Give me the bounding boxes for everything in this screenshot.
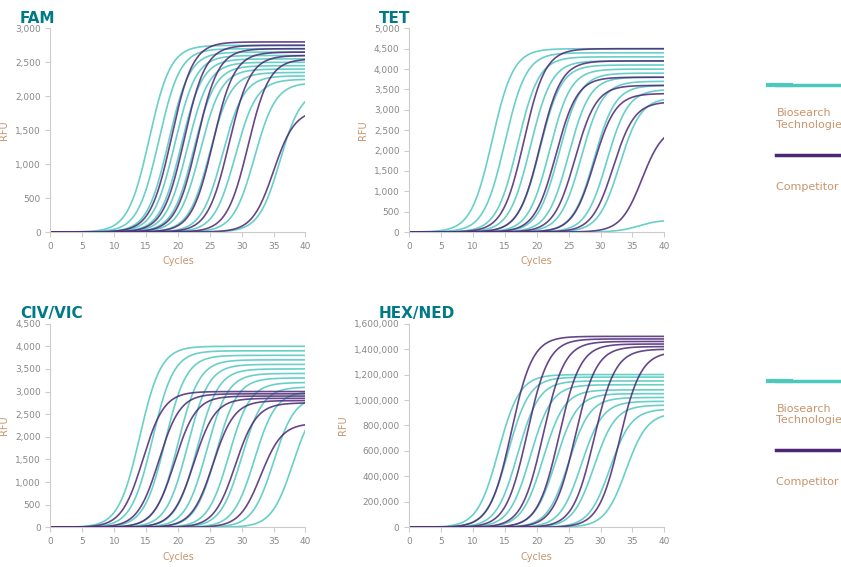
Text: FAM: FAM (20, 11, 56, 26)
X-axis label: Cycles: Cycles (162, 552, 193, 561)
Y-axis label: RFU: RFU (358, 120, 368, 140)
X-axis label: Cycles: Cycles (521, 256, 553, 266)
X-axis label: Cycles: Cycles (162, 256, 193, 266)
Y-axis label: RFU: RFU (0, 416, 9, 435)
Text: HEX/NED: HEX/NED (378, 306, 455, 321)
Text: Competitor X: Competitor X (776, 477, 841, 487)
X-axis label: Cycles: Cycles (521, 552, 553, 561)
Text: CIV/VIC: CIV/VIC (20, 306, 82, 321)
Text: Biosearch
Technologies: Biosearch Technologies (776, 108, 841, 130)
Y-axis label: RFU: RFU (338, 416, 348, 435)
Text: Biosearch
Technologies: Biosearch Technologies (776, 404, 841, 425)
Text: TET: TET (378, 11, 410, 26)
Y-axis label: RFU: RFU (0, 120, 9, 140)
Text: Competitor X: Competitor X (776, 181, 841, 192)
